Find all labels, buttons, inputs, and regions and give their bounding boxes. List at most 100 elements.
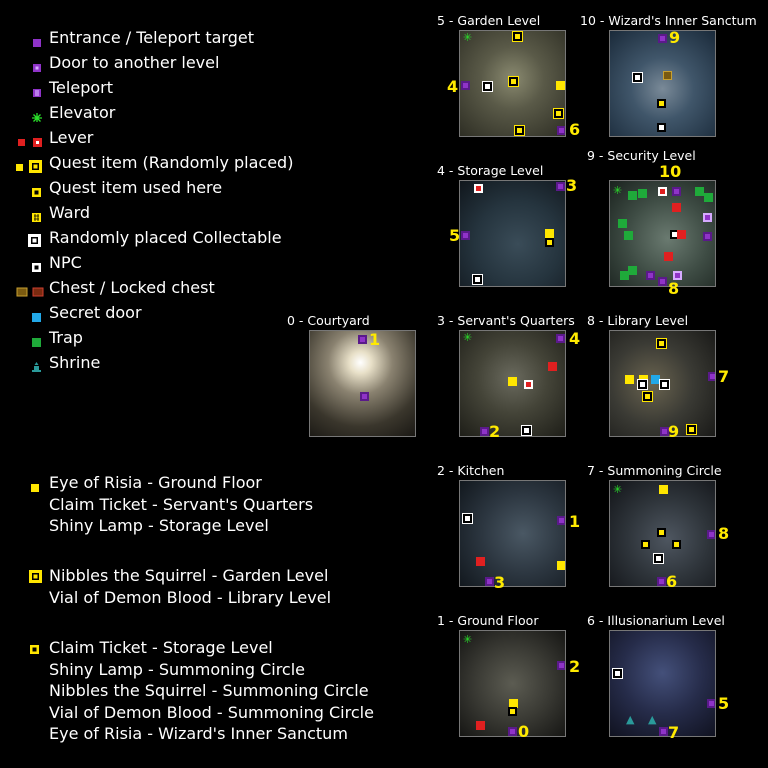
map-title: 8 - Library Level bbox=[587, 313, 689, 328]
legend-row: NPC bbox=[0, 252, 300, 277]
quest-item-used-icon bbox=[657, 99, 666, 108]
quest-item-icon bbox=[28, 480, 42, 494]
chest-icon bbox=[14, 282, 46, 297]
ward-icon bbox=[625, 375, 634, 384]
collectable-icon bbox=[472, 274, 483, 285]
legend-row: Lever bbox=[0, 127, 300, 152]
door-icon bbox=[660, 427, 669, 436]
quest-item-icon bbox=[508, 377, 517, 386]
secret-door-icon bbox=[651, 375, 660, 384]
level-number: 9 bbox=[669, 28, 681, 47]
trap-icon bbox=[638, 189, 647, 198]
elevator-icon: ✳ bbox=[463, 31, 473, 44]
level-number: 3 bbox=[494, 573, 506, 592]
level-number: 4 bbox=[447, 77, 459, 96]
lever-icon bbox=[524, 380, 533, 389]
legend-label: Chest / Locked chest bbox=[49, 278, 215, 297]
quest-item-icon bbox=[656, 338, 667, 349]
legend-label: NPC bbox=[49, 253, 82, 272]
map-kitchen[interactable] bbox=[459, 480, 566, 587]
lever-icon bbox=[677, 230, 686, 239]
shrine-icon bbox=[28, 357, 44, 372]
map-security-level[interactable]: ✳ bbox=[609, 180, 716, 287]
door-icon bbox=[646, 271, 655, 280]
quest-line: Nibbles the Squirrel - Garden Level bbox=[49, 566, 329, 585]
map-library-level[interactable] bbox=[609, 330, 716, 437]
lever-icon bbox=[476, 721, 485, 730]
map-wizards-inner-sanctum[interactable] bbox=[609, 30, 716, 137]
map-title: 9 - Security Level bbox=[587, 148, 696, 163]
map-title: 4 - Storage Level bbox=[437, 163, 544, 178]
elevator-icon bbox=[28, 107, 44, 123]
quest-item-icon bbox=[14, 157, 46, 173]
level-number: 8 bbox=[718, 524, 730, 543]
door-icon bbox=[360, 392, 369, 401]
map-storage-level[interactable] bbox=[459, 180, 566, 287]
quest-line: Shiny Lamp - Storage Level bbox=[49, 516, 269, 535]
lever-icon bbox=[664, 252, 673, 261]
trap-icon bbox=[628, 191, 637, 200]
door-icon bbox=[485, 577, 494, 586]
lever-icon bbox=[672, 203, 681, 212]
shrine-icon: ▲ bbox=[648, 713, 657, 726]
door-icon bbox=[659, 727, 668, 736]
quest-item-used-icon bbox=[508, 707, 517, 716]
door-icon bbox=[703, 232, 712, 241]
quest-item-icon bbox=[642, 391, 653, 402]
legend-label: Door to another level bbox=[49, 53, 220, 72]
door-icon bbox=[480, 427, 489, 436]
legend-row: Secret door bbox=[0, 302, 300, 327]
legend-row: Shrine bbox=[0, 352, 300, 377]
map-title: 10 - Wizard's Inner Sanctum bbox=[580, 13, 757, 28]
collectable-icon bbox=[632, 72, 643, 83]
elevator-icon: ✳ bbox=[463, 331, 473, 344]
legend-row: Quest item (Randomly placed) bbox=[0, 152, 300, 177]
level-number: 1 bbox=[569, 512, 581, 531]
legend-label: Teleport bbox=[49, 78, 113, 97]
level-number: 2 bbox=[489, 422, 501, 441]
quest-item-icon bbox=[514, 125, 525, 136]
quest-item-used-icon bbox=[672, 540, 681, 549]
legend-row: Randomly placed Collectable bbox=[0, 227, 300, 252]
teleport-icon bbox=[28, 82, 44, 97]
legend-row: Door to another level bbox=[0, 52, 300, 77]
level-number: 8 bbox=[668, 279, 680, 298]
map-ground-floor[interactable]: ✳ bbox=[459, 630, 566, 737]
door-icon bbox=[672, 187, 681, 196]
quest-line: Vial of Demon Blood - Summoning Circle bbox=[49, 703, 374, 722]
level-number: 4 bbox=[569, 329, 581, 348]
legend-label: Randomly placed Collectable bbox=[49, 228, 282, 247]
legend-row: Entrance / Teleport target bbox=[0, 27, 300, 52]
level-number: 5 bbox=[449, 226, 461, 245]
trap-icon bbox=[624, 231, 633, 240]
lever-icon bbox=[548, 362, 557, 371]
level-number: 10 bbox=[659, 162, 682, 181]
trap-icon bbox=[28, 332, 44, 347]
level-number: 7 bbox=[718, 367, 730, 386]
map-garden-level[interactable]: ✳ bbox=[459, 30, 566, 137]
quest-line: Vial of Demon Blood - Library Level bbox=[49, 588, 332, 607]
legend-label: Secret door bbox=[49, 303, 142, 322]
door-icon bbox=[707, 699, 715, 708]
ward-icon bbox=[659, 485, 668, 494]
door-icon bbox=[658, 277, 667, 286]
map-illusionarium-level[interactable]: ▲ ▲ bbox=[609, 630, 716, 737]
collectable-icon bbox=[482, 81, 493, 92]
trap-icon bbox=[618, 219, 627, 228]
door-icon bbox=[508, 727, 517, 736]
quest-line: Nibbles the Squirrel - Summoning Circle bbox=[49, 681, 369, 700]
map-courtyard[interactable] bbox=[309, 330, 416, 437]
legend-label: Trap bbox=[49, 328, 83, 347]
teleport-icon bbox=[673, 271, 682, 280]
level-number: 9 bbox=[668, 422, 680, 441]
map-summoning-circle[interactable]: ✳ bbox=[609, 480, 716, 587]
quest-item-icon bbox=[553, 108, 564, 119]
map-servants-quarters[interactable]: ✳ bbox=[459, 330, 566, 437]
elevator-icon: ✳ bbox=[613, 184, 623, 197]
legend-label: Shrine bbox=[49, 353, 101, 372]
collectable-icon bbox=[612, 668, 623, 679]
door-icon bbox=[556, 182, 565, 191]
collectable-icon bbox=[637, 379, 648, 390]
trap-icon bbox=[628, 266, 637, 275]
quest-item-used-icon bbox=[657, 528, 666, 537]
